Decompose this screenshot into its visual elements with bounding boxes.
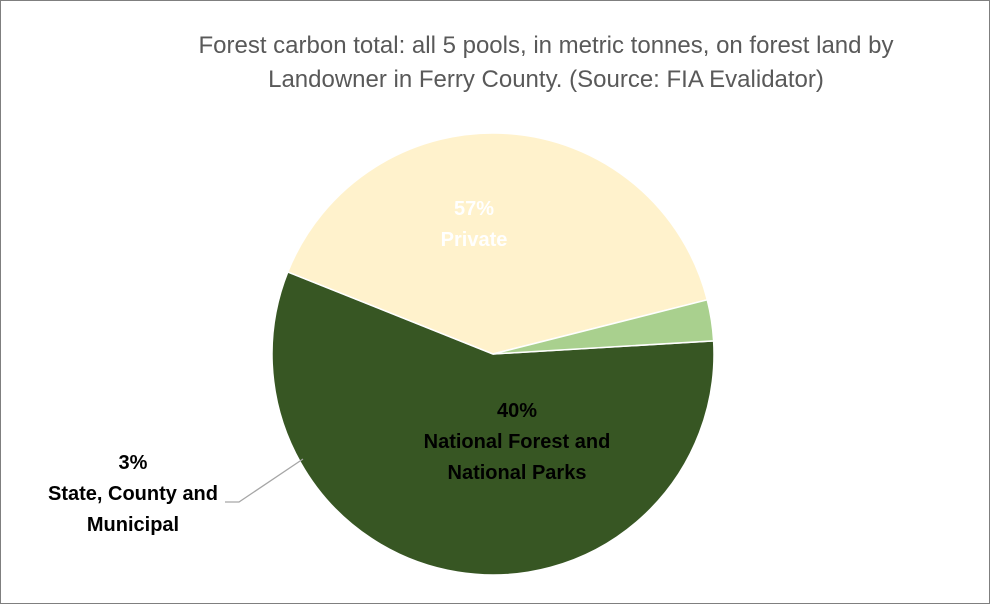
slice-name-national-forest: National Forest and National Parks: [423, 431, 611, 484]
slice-name-private: Private: [440, 229, 508, 251]
slice-name-state-county-municipal: State, County and Municipal: [47, 483, 218, 536]
pie-slices: [271, 132, 715, 576]
leader-line-state-county-municipal: [225, 458, 304, 503]
slice-percent-national-forest: 40%: [496, 400, 538, 422]
slice-label-private: 57% Private: [394, 194, 554, 256]
slice-percent-state-county-municipal: 3%: [118, 452, 148, 474]
slice-label-national-forest: 40% National Forest and National Parks: [421, 396, 613, 489]
chart-title: Forest carbon total: all 5 pools, in met…: [198, 32, 894, 93]
pie-slice-national-forest: [286, 132, 709, 355]
slice-label-state-county-municipal: 3% State, County and Municipal: [35, 448, 231, 541]
slice-percent-private: 57%: [453, 198, 495, 220]
pie-slice-state-county-municipal: [492, 298, 715, 355]
